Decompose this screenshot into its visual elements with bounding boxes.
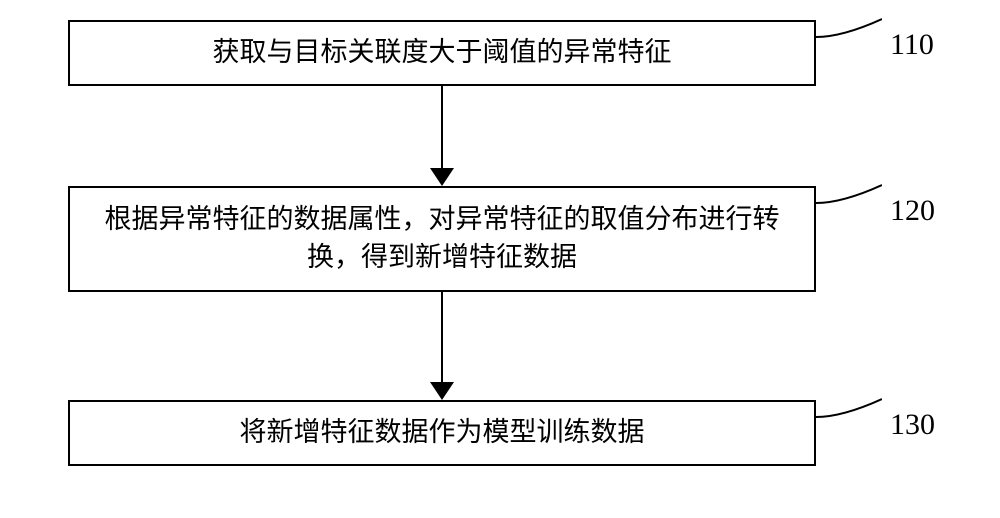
flow-step-text: 获取与目标关联度大于阈值的异常特征	[213, 34, 672, 72]
flow-step-text: 根据异常特征的数据属性，对异常特征的取值分布进行转换，得到新增特征数据	[90, 201, 794, 277]
flow-step-label-1: 110	[890, 28, 934, 62]
flow-arrow-head-2	[430, 382, 454, 400]
flow-arrow-head-1	[430, 168, 454, 186]
flow-arrow-1	[441, 86, 443, 168]
flow-step-text: 将新增特征数据作为模型训练数据	[240, 414, 645, 452]
label-leader	[816, 397, 882, 419]
flow-step-2: 根据异常特征的数据属性，对异常特征的取值分布进行转换，得到新增特征数据	[68, 186, 816, 292]
flow-step-3: 将新增特征数据作为模型训练数据	[68, 400, 816, 466]
label-leader	[816, 183, 882, 205]
label-leader	[816, 17, 882, 39]
flow-step-1: 获取与目标关联度大于阈值的异常特征	[68, 20, 816, 86]
flowchart-canvas: 获取与目标关联度大于阈值的异常特征 110 根据异常特征的数据属性，对异常特征的取值…	[0, 0, 1000, 518]
flow-step-label-3: 130	[890, 408, 935, 442]
flow-arrow-2	[441, 292, 443, 382]
flow-step-label-2: 120	[890, 194, 935, 228]
